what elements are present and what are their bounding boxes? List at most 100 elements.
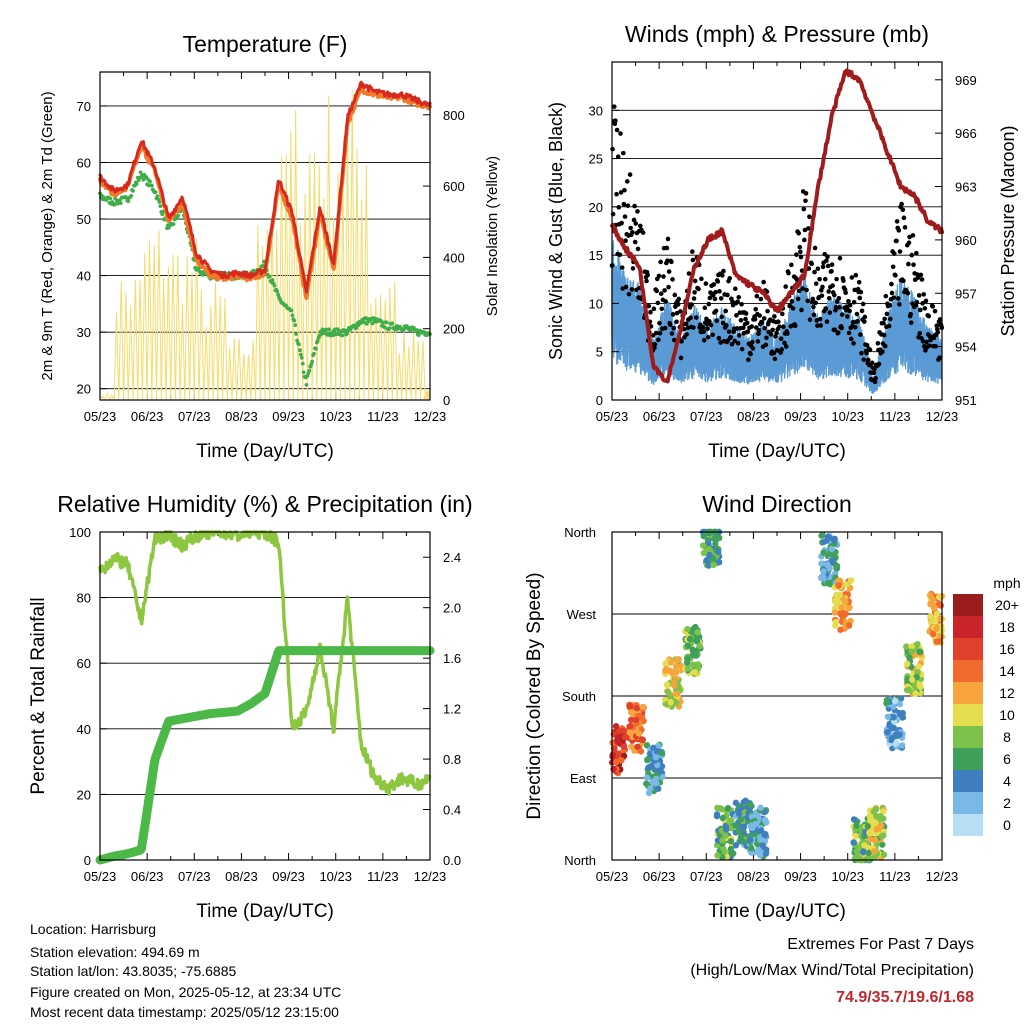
wind-direction-point	[700, 549, 708, 557]
gust-point	[720, 273, 725, 278]
wind-direction-point	[757, 827, 765, 834]
gust-point	[819, 293, 825, 298]
wind-direction-point	[820, 568, 827, 575]
gust-point	[621, 150, 626, 156]
solar-insolation-line	[226, 348, 233, 400]
x-axis-label-3: Time (Day/UTC)	[196, 901, 334, 922]
gust-point	[674, 319, 679, 325]
gust-point	[854, 311, 860, 317]
wind-direction-point	[873, 826, 880, 833]
wind-direction-point	[732, 799, 740, 807]
dewpoint-point	[275, 289, 280, 294]
gust-point	[732, 338, 738, 344]
y-tick-label-3: 20	[77, 787, 91, 802]
wind-direction-point	[831, 535, 838, 543]
gust-point	[858, 332, 863, 337]
gust-point	[692, 290, 697, 295]
gust-point	[618, 190, 624, 195]
solar-insolation-line	[420, 340, 426, 400]
gust-point	[881, 332, 887, 338]
y-tick-label-2: 20	[589, 200, 603, 215]
wind-direction-point	[752, 820, 759, 828]
gust-point	[736, 333, 742, 338]
wind-direction-point	[689, 661, 697, 668]
gust-point	[726, 329, 732, 334]
wind-direction-point	[837, 626, 844, 633]
gust-point	[825, 263, 831, 269]
gust-point	[802, 237, 807, 243]
extremes-subtitle: (High/Low/Max Wind/Total Precipitation)	[690, 962, 974, 979]
gust-point	[807, 317, 813, 323]
dewpoint-point	[416, 333, 421, 337]
y-tick-label-4: West	[567, 607, 597, 622]
wind-direction-point	[634, 743, 641, 750]
wind-direction-point	[694, 661, 702, 668]
wind-direction-point	[626, 722, 634, 730]
y-axis-label-1: 2m & 9m T (Red, Orange) & 2m Td (Green)	[39, 91, 56, 380]
wind-direction-point	[893, 731, 900, 738]
wind-direction-point	[842, 598, 849, 605]
wind-direction-point	[696, 642, 703, 650]
wind-direction-point	[835, 582, 842, 589]
gust-point	[908, 311, 913, 317]
legend-label: 0	[1003, 817, 1011, 833]
legend-title: mph	[993, 575, 1020, 591]
gust-point	[890, 264, 896, 270]
solar-insolation-line	[330, 217, 337, 400]
y-tick-label-3: 60	[77, 656, 91, 671]
solar-insolation-line	[207, 305, 214, 400]
gust-point	[739, 346, 745, 352]
wind-direction-point	[861, 842, 868, 849]
x-tick-label-4: 12/23	[926, 869, 959, 884]
gust-point	[669, 259, 674, 265]
wind-direction-point	[878, 832, 886, 840]
dewpoint-point	[336, 328, 341, 333]
gust-point	[719, 314, 725, 320]
gust-point	[829, 268, 834, 274]
wind-direction-point	[673, 690, 681, 697]
gust-point	[774, 348, 780, 353]
gust-point	[813, 281, 819, 286]
y-axis-label-4: Direction (Colored By Speed)	[524, 572, 545, 819]
gust-point	[770, 327, 775, 333]
gust-point	[783, 344, 789, 349]
wind-direction-point	[904, 660, 911, 668]
gust-point	[882, 343, 888, 349]
dewpoint-point	[299, 355, 304, 360]
gust-point	[888, 316, 893, 322]
gust-point	[661, 274, 666, 279]
gust-point	[872, 366, 877, 372]
gust-point	[757, 313, 762, 318]
y-tick-label-2: 30	[589, 103, 603, 118]
y-axis-label-3: Percent & Total Rainfall	[28, 597, 49, 794]
gust-point	[812, 269, 817, 275]
dewpoint-point	[414, 328, 419, 332]
gust-point	[891, 251, 897, 256]
x-tick-label-1: 07/23	[178, 409, 211, 424]
wind-direction-point	[627, 716, 635, 724]
dewpoint-point	[294, 332, 299, 336]
footer-elevation: Station elevation: 494.69 m	[30, 944, 200, 960]
wind-direction-point	[737, 816, 745, 823]
gust-point	[691, 296, 697, 301]
wind-direction-point	[684, 625, 691, 633]
solar-insolation-line	[137, 279, 143, 400]
footer-recent: Most recent data timestamp: 2025/05/12 2…	[30, 1004, 339, 1020]
gust-point	[835, 330, 841, 335]
wind-direction-series	[608, 528, 946, 864]
y2-tick-label-3: 2.0	[443, 601, 461, 616]
y2-tick-label-3: 0.8	[443, 752, 461, 767]
gust-point	[827, 310, 833, 315]
solar-insolation-line	[189, 272, 195, 400]
gust-point	[733, 286, 738, 292]
wind-direction-point	[618, 757, 625, 764]
gust-point	[871, 370, 877, 376]
dewpoint-point	[301, 370, 306, 375]
gust-point	[847, 308, 852, 314]
gust-point	[756, 331, 761, 337]
solar-insolation-line	[198, 289, 205, 400]
solar-insolation-line	[354, 149, 360, 400]
gust-point	[837, 305, 842, 310]
wind-direction-point	[662, 667, 669, 674]
gust-point	[853, 272, 859, 278]
